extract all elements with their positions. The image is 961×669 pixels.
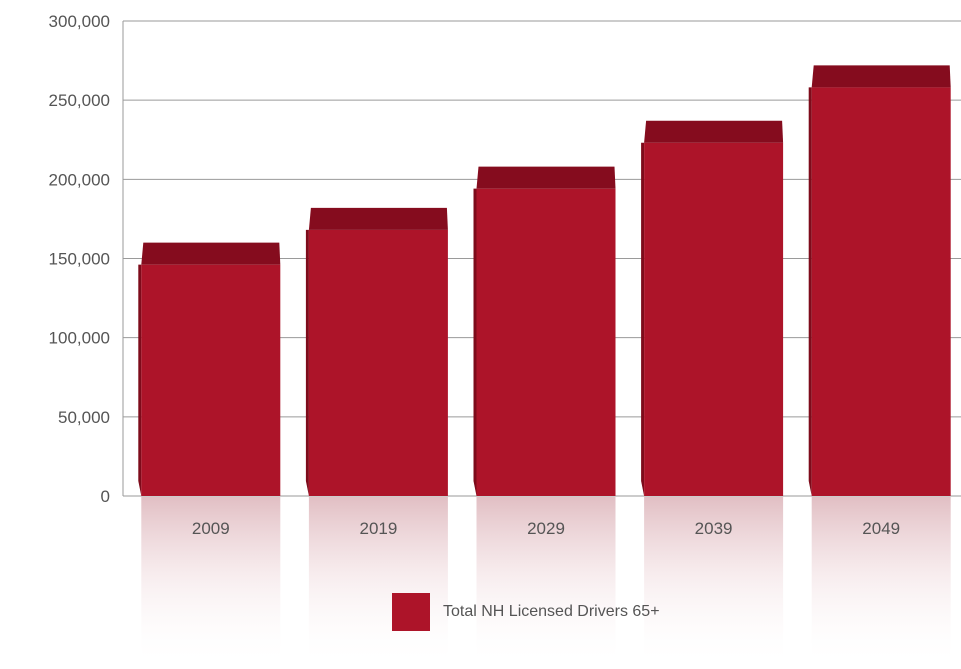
bar-2039 <box>641 120 784 496</box>
x-category-label: 2049 <box>862 519 900 538</box>
bar-side <box>641 142 645 496</box>
bar-front <box>308 229 448 497</box>
y-tick-label: 0 <box>101 487 110 506</box>
x-category-label: 2009 <box>192 519 230 538</box>
y-tick-label: 250,000 <box>49 91 110 110</box>
bar-front <box>811 87 951 496</box>
y-axis-tick-labels: 0 50,000 100,000 150,000 200,000 250,000 300,0… <box>49 12 110 506</box>
bars <box>138 65 951 497</box>
bar-front <box>476 188 616 496</box>
y-tick-label: 300,000 <box>49 12 110 31</box>
bar-reflection <box>811 497 951 667</box>
bar-2029 <box>473 166 616 496</box>
bar-2049 <box>808 65 951 496</box>
bar-front <box>644 142 784 496</box>
bar-reflection <box>644 497 784 667</box>
bar-top <box>644 120 784 143</box>
bar-reflections <box>141 497 951 667</box>
legend: Total NH Licensed Drivers 65+ <box>392 593 660 631</box>
y-tick-label: 150,000 <box>49 250 110 269</box>
bar-reflection <box>141 497 281 667</box>
bar-reflection <box>476 497 616 667</box>
bar-side <box>138 264 142 496</box>
bar-side <box>473 188 477 496</box>
bar-top <box>308 207 448 230</box>
y-tick-label: 200,000 <box>49 170 110 189</box>
legend-label: Total NH Licensed Drivers 65+ <box>443 603 660 620</box>
bar-2009 <box>138 242 281 496</box>
x-category-label: 2029 <box>527 519 565 538</box>
bar-top <box>476 166 616 189</box>
y-tick-label: 50,000 <box>58 408 110 427</box>
bar-front <box>141 264 281 496</box>
x-category-label: 2019 <box>359 519 397 538</box>
bar-side <box>305 229 309 497</box>
legend-swatch <box>392 593 430 631</box>
x-category-label: 2039 <box>695 519 733 538</box>
x-axis-category-labels: 2009 2019 2029 2039 2049 <box>192 519 900 538</box>
y-tick-label: 100,000 <box>49 329 110 348</box>
bar-top <box>141 242 281 265</box>
bar-reflection <box>308 497 448 667</box>
bar-2019 <box>305 207 448 497</box>
bar-side <box>808 87 812 496</box>
bar-top <box>811 65 951 88</box>
